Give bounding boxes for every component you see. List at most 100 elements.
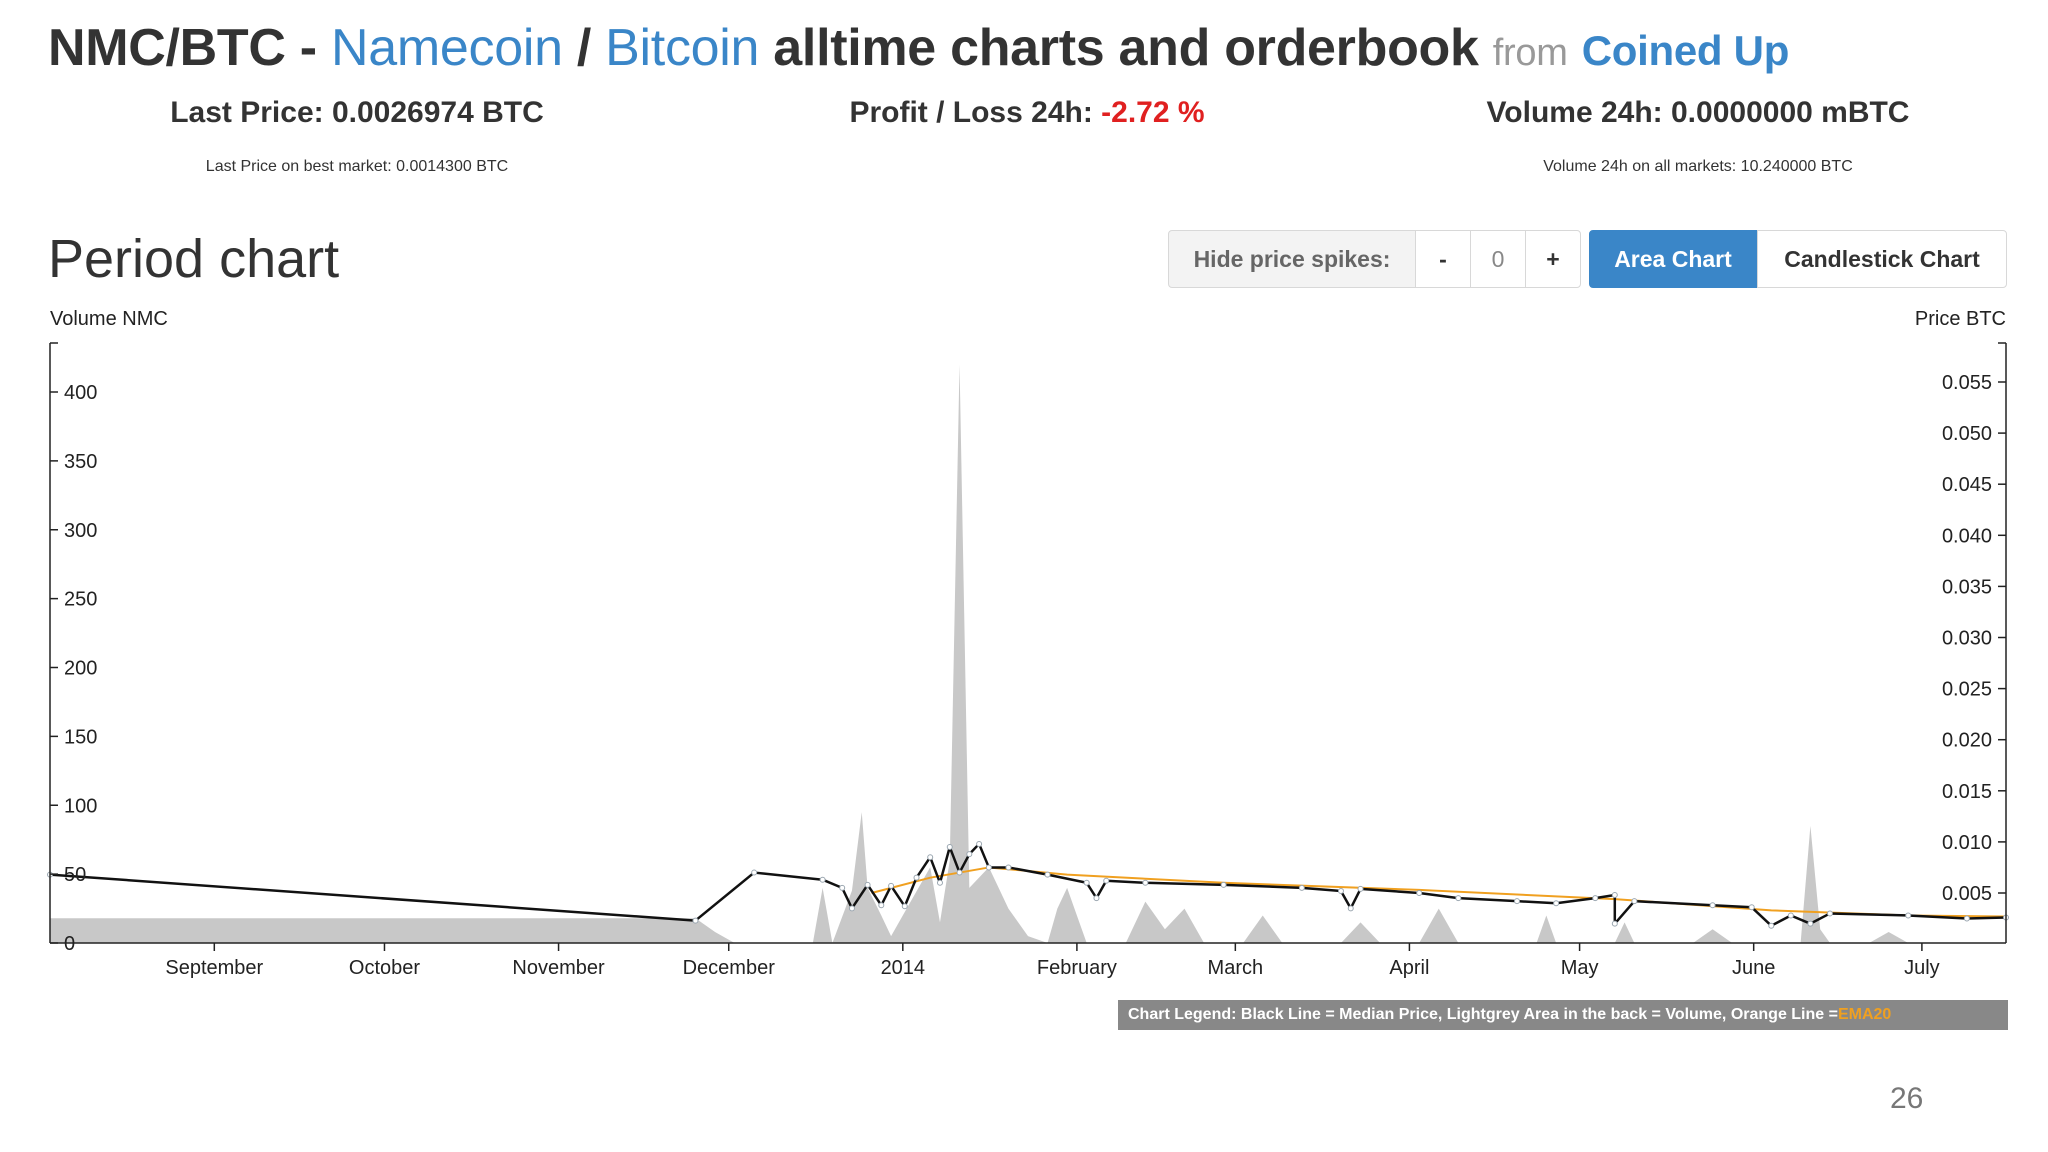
x-tick-label: April [1389, 957, 1429, 979]
right-tick-label: 0.015 [1942, 781, 1992, 803]
price-point [1083, 879, 1090, 886]
volume-stat: Volume 24h: 0.0000000 mBTC [1486, 96, 1910, 129]
chart-controls: Hide price spikes: - 0 + Area Chart Cand… [1168, 230, 2007, 288]
legend-text: Chart Legend: Black Line = Median Price,… [1128, 1006, 1838, 1023]
x-tick-label: July [1904, 957, 1940, 979]
x-tick-label: June [1732, 957, 1775, 979]
volume-area [50, 364, 2006, 943]
price-point [878, 902, 885, 909]
price-point [1298, 884, 1305, 891]
x-tick-label: May [1561, 957, 1599, 979]
last-price-sub: Last Price on best market: 0.0014300 BTC [205, 158, 509, 175]
left-tick-label: 0 [64, 933, 75, 955]
price-point [1514, 898, 1520, 905]
volume-sub: Volume 24h on all markets: 10.240000 BTC [1543, 158, 1853, 175]
price-point [1005, 864, 1012, 871]
left-tick-label: 350 [64, 451, 97, 473]
price-point [1768, 922, 1775, 929]
price-point [976, 840, 983, 847]
pair-symbol: NMC/BTC [48, 19, 286, 77]
page-title: NMC/BTC - Namecoin / Bitcoin alltime cha… [48, 18, 1789, 78]
page-number: 26 [1890, 1082, 1924, 1115]
right-axis-label: Price BTC [1915, 308, 2006, 330]
coin-link[interactable]: Namecoin [330, 19, 563, 77]
price-point [1787, 912, 1794, 919]
price-point [1416, 890, 1423, 896]
right-tick-label: 0.035 [1942, 576, 1992, 598]
price-point [956, 869, 963, 876]
price-point [1553, 900, 1560, 907]
right-tick-label: 0.055 [1942, 372, 1992, 394]
price-point [936, 879, 943, 886]
area-chart-button[interactable]: Area Chart [1589, 230, 1757, 288]
price-point [1611, 920, 1618, 927]
price-point [819, 876, 826, 883]
right-tick-label: 0.005 [1942, 883, 1992, 905]
profit-loss-stat: Profit / Loss 24h: -2.72 % [849, 96, 1204, 130]
left-axis-label: Volume NMC [50, 308, 168, 330]
spikes-plus-button[interactable]: + [1525, 230, 1581, 288]
price-point [1455, 895, 1462, 902]
price-point [913, 874, 920, 881]
price-point [1807, 920, 1814, 927]
legend-ema-label: EMA20 [1837, 1006, 1892, 1023]
profit-loss-value: -2.72 % [1101, 96, 1205, 129]
hide-spikes-label: Hide price spikes: [1168, 230, 1416, 288]
left-tick-label: 300 [64, 520, 97, 542]
price-point [1357, 885, 1364, 892]
left-tick-label: 100 [64, 795, 97, 817]
x-tick-label: 2014 [881, 957, 926, 979]
price-point [1826, 910, 1833, 917]
price-point [864, 881, 871, 888]
profit-loss-label: Profit / Loss 24h: [849, 96, 1093, 129]
x-tick-label: March [1208, 957, 1264, 979]
right-tick-label: 0.020 [1942, 730, 1992, 752]
section-title: Period chart [48, 229, 340, 289]
spikes-value: 0 [1470, 230, 1526, 288]
title-rest: alltime charts and orderbook [773, 19, 1479, 77]
chart-legend: Chart Legend: Black Line = Median Price,… [1118, 1000, 2008, 1030]
left-tick-label: 250 [64, 589, 97, 611]
x-tick-label: October [349, 957, 420, 979]
price-point [1748, 904, 1755, 911]
price-point [1044, 871, 1051, 878]
price-point [946, 844, 953, 851]
right-tick-label: 0.050 [1942, 423, 1992, 445]
right-tick-label: 0.010 [1942, 832, 1992, 854]
price-point [927, 854, 934, 861]
last-price-stat: Last Price: 0.0026974 BTC [170, 96, 544, 129]
left-tick-label: 50 [64, 864, 86, 886]
price-point [966, 851, 973, 858]
price-point [1592, 895, 1599, 902]
right-tick-label: 0.040 [1942, 525, 1992, 547]
title-slash: / [576, 19, 591, 77]
price-point [1142, 879, 1149, 886]
price-point [901, 903, 908, 910]
median-price-line [49, 842, 2007, 927]
price-point [1337, 887, 1344, 894]
title-from: from [1492, 32, 1568, 74]
price-point [985, 864, 992, 871]
price-point [888, 882, 895, 889]
price-point [1905, 912, 1912, 919]
x-tick-label: December [683, 957, 776, 979]
price-point [839, 884, 846, 891]
brand-link[interactable]: Coined Up [1581, 27, 1790, 74]
left-tick-label: 200 [64, 658, 97, 680]
price-point [1220, 881, 1227, 888]
price-point [1709, 902, 1716, 909]
price-point [1103, 877, 1110, 884]
left-tick-label: 150 [64, 726, 97, 748]
price-point [848, 905, 855, 912]
right-tick-label: 0.045 [1942, 474, 1992, 496]
candlestick-chart-button[interactable]: Candlestick Chart [1757, 230, 2007, 288]
price-point [751, 869, 758, 876]
base-coin-link[interactable]: Bitcoin [605, 19, 760, 77]
right-tick-label: 0.025 [1942, 679, 1992, 701]
x-tick-label: February [1037, 957, 1117, 979]
price-point [692, 917, 699, 924]
left-tick-label: 400 [64, 382, 97, 404]
price-point [1093, 895, 1100, 902]
right-tick-label: 0.030 [1942, 628, 1992, 650]
